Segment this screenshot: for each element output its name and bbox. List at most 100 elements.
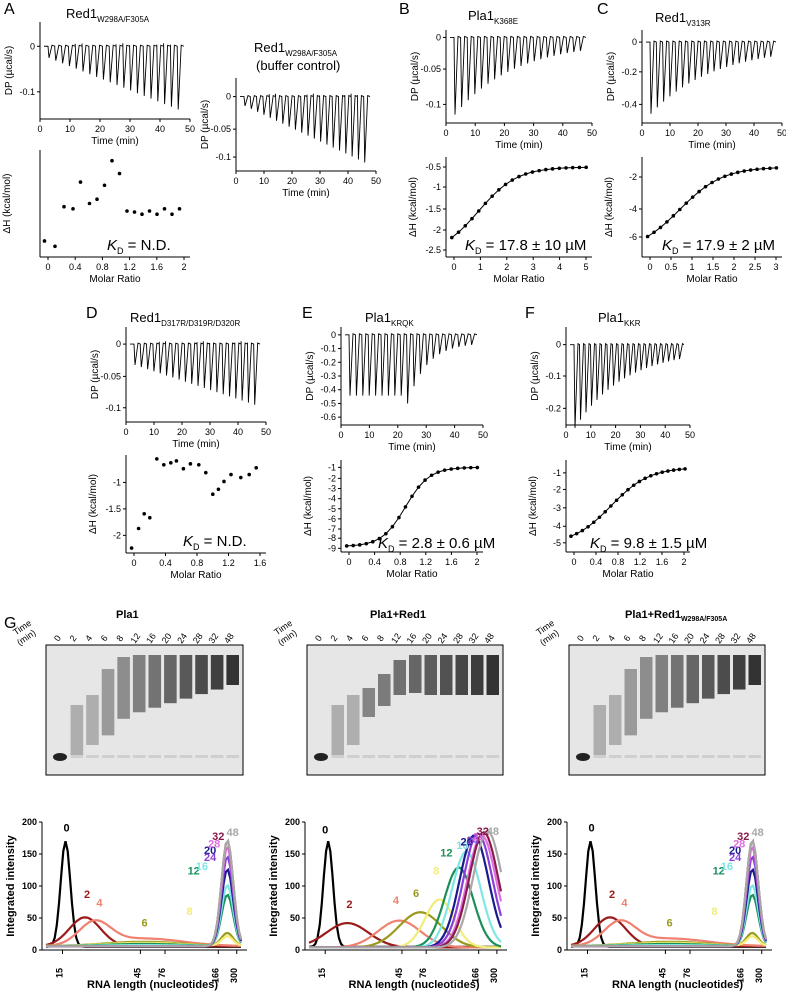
gel-residual-band bbox=[70, 755, 84, 758]
panel-letter-b: B bbox=[399, 1, 410, 18]
dh-point bbox=[53, 244, 57, 249]
gel-residual-band bbox=[210, 755, 224, 758]
dh-point bbox=[181, 466, 186, 471]
tick-label: -8 bbox=[328, 533, 336, 543]
tick-label: 50 bbox=[261, 427, 271, 437]
tick-label: 40 bbox=[749, 128, 759, 138]
dh-y-label: ΔH (kcal/mol) bbox=[604, 177, 615, 237]
tick-label: 40 bbox=[450, 430, 460, 440]
tick-label: 30 bbox=[205, 427, 215, 437]
dh-point bbox=[102, 183, 107, 188]
dp-trace bbox=[130, 341, 261, 405]
tick-label: 0 bbox=[295, 945, 300, 955]
tick-label: 2.5 bbox=[749, 262, 762, 272]
tick-label: -1.5 bbox=[425, 204, 441, 214]
tick-label: -0.5 bbox=[425, 162, 441, 172]
dh-point bbox=[125, 209, 129, 213]
dh-point bbox=[78, 180, 83, 184]
gel-residual-band bbox=[593, 755, 606, 758]
gel-smear bbox=[455, 655, 468, 695]
tick-label: -4 bbox=[629, 204, 637, 214]
tick-label: 2 bbox=[731, 262, 736, 272]
tick-label: 20 bbox=[693, 128, 703, 138]
gel-residual-band bbox=[717, 755, 730, 758]
tick-label: 150 bbox=[547, 849, 562, 859]
trace-label-4: 4 bbox=[621, 897, 628, 909]
dp-plot-e: 0-0.1-0.2-0.3-0.4-0.5-0.60 10 20 30 40 50Time… bbox=[305, 327, 488, 453]
gel-smear bbox=[624, 669, 637, 736]
tick-label: -6 bbox=[328, 514, 336, 524]
tick-label: 0 bbox=[37, 124, 42, 134]
tick-label: 0.4 bbox=[159, 558, 172, 568]
tick-label: 1.2 bbox=[420, 557, 433, 567]
dh-y-label: ΔH (kcal/mol) bbox=[303, 476, 314, 536]
dp-trace bbox=[570, 342, 685, 428]
dp-y-label: DP (µcal/s) bbox=[4, 46, 15, 95]
gel-title: Pla1+Red1 bbox=[370, 609, 426, 621]
trace-label-4: 4 bbox=[96, 897, 103, 909]
lane-label: 4 bbox=[344, 633, 355, 643]
lane-label: 12 bbox=[651, 631, 665, 645]
tick-label: 4 bbox=[557, 262, 562, 272]
trace-y-label: Integrated intensity bbox=[5, 834, 17, 936]
tick-label: 40 bbox=[343, 176, 353, 186]
dh-x-label: Molar Ratio bbox=[170, 570, 222, 581]
tick-label: -2 bbox=[328, 473, 336, 483]
title-a2-line2: (buffer control) bbox=[256, 58, 340, 73]
dp-y-label: DP (µcal/s) bbox=[200, 100, 211, 149]
dp-y-label: DP (µcal/s) bbox=[530, 351, 541, 400]
tick-label: 1 bbox=[689, 262, 694, 272]
dh-x-label: Molar Ratio bbox=[493, 274, 545, 285]
dh-point bbox=[155, 212, 159, 216]
tick-label: 0 bbox=[647, 262, 652, 272]
tick-label: 20 bbox=[393, 430, 403, 440]
trace-y-label: Integrated intensity bbox=[530, 834, 542, 936]
gel-residual-band bbox=[686, 755, 699, 758]
tick-label: 0 bbox=[30, 41, 35, 51]
gel-smear bbox=[101, 669, 115, 736]
gel-residual-band bbox=[226, 755, 239, 758]
dh-point bbox=[148, 515, 152, 520]
gel-smear bbox=[424, 655, 437, 695]
dh-point bbox=[204, 470, 208, 475]
dh-plot-c: -2 -4 -6 0 0.5 1 1.5 2 2.5 3 Molar Ratio ΔH (kcal/m… bbox=[604, 157, 782, 285]
gel-smear bbox=[486, 655, 499, 695]
trace-label-28: 28 bbox=[473, 832, 485, 844]
kd-label: KD = 2.8 ± 0.6 µM bbox=[378, 535, 495, 554]
tick-label: 0.8 bbox=[191, 558, 204, 568]
lane-label: 2 bbox=[329, 633, 340, 643]
lane-label: 12 bbox=[128, 631, 142, 645]
dp-plot-a1: 0 -0.1 0 10 20 30 40 50 Time (min) DP (µcal/s) bbox=[4, 22, 195, 147]
dh-point bbox=[110, 158, 114, 163]
gel-smear bbox=[195, 655, 208, 695]
trace-label-8: 8 bbox=[187, 906, 193, 918]
dp-y-label: DP (µcal/s) bbox=[606, 52, 617, 101]
dh-plot-e: -1-2-3-4-5-6-7-8-9 0 0.4 0.8 1.2 1.6 2 Molar Ra… bbox=[303, 460, 495, 580]
trace-curve-48 bbox=[46, 838, 243, 948]
tick-label: -1 bbox=[433, 182, 441, 192]
tick-label: -0.5 bbox=[320, 398, 336, 408]
dh-point bbox=[117, 171, 122, 176]
dh-y-label: ΔH (kcal/mol) bbox=[2, 173, 13, 233]
lane-label: 16 bbox=[144, 631, 158, 645]
lane-label: 28 bbox=[713, 631, 727, 645]
tick-label: 200 bbox=[22, 817, 37, 827]
title-a1: Red1W298A/F305A bbox=[66, 6, 150, 24]
dh-plot-d: -1 -1.5 -2 0 0.4 0.8 1.2 1.6 Molar Ratio ΔH (kcal… bbox=[88, 455, 266, 581]
dh-point bbox=[95, 197, 99, 202]
gel-smear bbox=[179, 655, 193, 699]
tick-label: 45 bbox=[394, 968, 404, 978]
tick-label: 300 bbox=[489, 968, 499, 983]
dh-point bbox=[229, 472, 233, 477]
dh-plot-a: 0 0.4 0.8 1.2 1.6 2 Molar Ratio ΔH (kcal/mol) KD… bbox=[2, 150, 190, 285]
trace-label-0: 0 bbox=[589, 823, 595, 835]
lane-label: 32 bbox=[729, 631, 743, 645]
dh-x-label: Molar Ratio bbox=[386, 569, 438, 580]
lane-label: 0 bbox=[52, 633, 63, 643]
tick-label: 40 bbox=[660, 430, 670, 440]
gel-residual-band bbox=[86, 755, 99, 758]
